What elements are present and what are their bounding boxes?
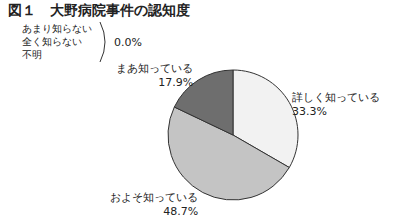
svg-text:0.0%: 0.0% — [114, 36, 142, 49]
svg-text:不明: 不明 — [22, 49, 42, 60]
svg-text:全く知らない: 全く知らない — [22, 36, 82, 47]
svg-text:あまり知らない: あまり知らない — [22, 23, 92, 34]
svg-text:詳しく知っている33.3%: 詳しく知っている33.3% — [292, 91, 380, 118]
svg-text:まあ知っている17.9%: まあ知っている17.9% — [116, 62, 193, 89]
svg-text:およそ知っている48.7%: およそ知っている48.7% — [110, 191, 198, 218]
html-text:図１ 大野病院事件の認知度: 図１ 大野病院事件の認知度 — [8, 2, 190, 18]
